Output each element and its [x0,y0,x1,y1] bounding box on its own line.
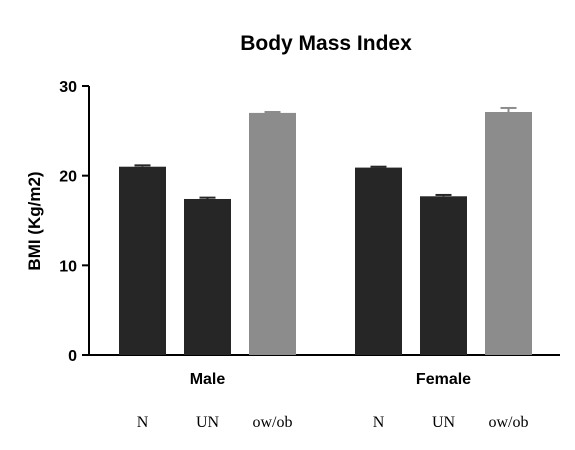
bar-category-label: UN [196,414,220,431]
y-axis-label: BMI (Kg/m2) [25,171,44,270]
bar [355,167,402,355]
y-tick-label: 0 [68,348,77,365]
chart-title: Body Mass Index [240,32,412,55]
y-tick-label: 20 [59,169,77,186]
y-tick-label: 10 [59,258,77,275]
bar [485,112,532,356]
bar [119,166,166,355]
bar [249,112,296,356]
bar [420,196,467,355]
bar [184,198,231,355]
bar-category-label: N [373,414,385,431]
bar-category-label: N [137,414,149,431]
group-label: Female [416,371,471,388]
y-tick-label: 30 [59,79,77,96]
group-label: Male [190,371,226,388]
plot-area: 0 10 20 30 N UN ow/ob Male N UN ow/ob Female [59,79,560,431]
bar-category-label: ow/ob [489,414,529,431]
bar-category-label: UN [432,414,456,431]
bar-category-label: ow/ob [253,414,293,431]
